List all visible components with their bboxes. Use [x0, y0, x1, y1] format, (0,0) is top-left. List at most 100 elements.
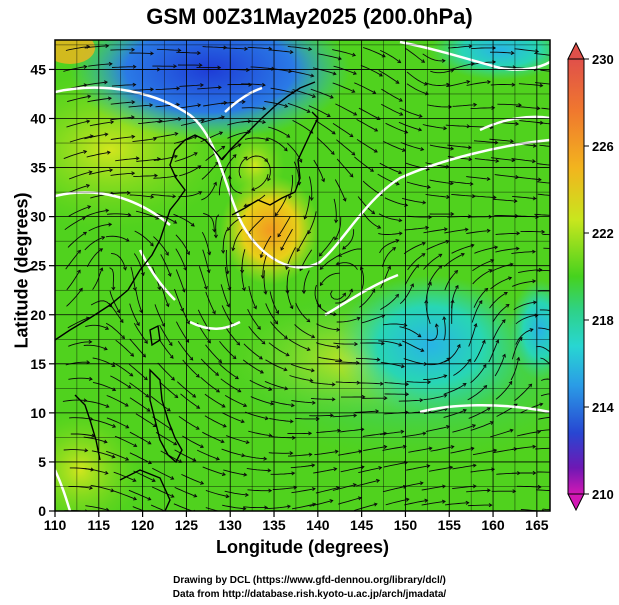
streamline [536, 346, 550, 353]
streamline [427, 324, 438, 342]
streamline [250, 396, 274, 405]
streamline-arrow [144, 339, 148, 344]
streamline [248, 326, 266, 345]
streamline [340, 428, 364, 433]
streamline [219, 363, 239, 380]
streamline-arrow [192, 457, 197, 462]
streamline [404, 264, 419, 285]
streamline [138, 120, 162, 125]
streamline-arrow [86, 360, 91, 365]
streamline [135, 289, 143, 313]
streamline [67, 317, 90, 329]
streamline-arrow [308, 47, 313, 52]
contour-line [55, 86, 550, 269]
streamline-arrow [398, 98, 403, 102]
streamline [422, 124, 447, 129]
streamline-arrow [133, 496, 138, 501]
streamline-arrow [234, 375, 239, 380]
streamline-arrow [379, 381, 384, 386]
streamline [430, 446, 454, 452]
streamline-arrow [135, 156, 140, 161]
y-tick-label: 25 [30, 258, 46, 274]
streamline-arrow [133, 443, 138, 448]
streamline [260, 235, 272, 258]
streamline-arrow [263, 456, 268, 461]
streamline [428, 466, 453, 472]
streamline-arrow [395, 80, 400, 84]
streamline-arrow [454, 269, 459, 274]
streamline [399, 283, 414, 305]
streamline-arrow [241, 99, 246, 104]
streamline-arrow [558, 123, 561, 126]
streamline-arrow [421, 59, 426, 63]
streamline-arrow [221, 472, 226, 477]
streamline [266, 505, 291, 510]
streamline [466, 81, 491, 86]
streamline [84, 45, 109, 49]
streamline-arrow [200, 480, 205, 485]
streamline-arrow [349, 133, 354, 138]
streamline [449, 180, 473, 185]
streamline [536, 181, 550, 184]
streamline [510, 357, 520, 381]
streamline [406, 381, 431, 383]
streamline [316, 342, 340, 348]
streamline-arrow [428, 281, 432, 286]
streamline [160, 450, 182, 463]
streamline [330, 290, 346, 300]
streamline-arrow [558, 164, 561, 167]
streamline [150, 504, 166, 511]
streamline [539, 309, 550, 311]
coastline-taiwan [149, 324, 161, 347]
streamline-arrow [197, 103, 202, 108]
streamline-arrow [556, 369, 559, 372]
streamline [316, 323, 340, 331]
streamline [495, 381, 513, 400]
streamline-arrow [560, 311, 563, 314]
streamline-arrow [373, 148, 378, 153]
streamline-arrow [311, 400, 316, 405]
streamline-arrow [426, 184, 431, 190]
streamline [175, 234, 190, 255]
streamline [430, 69, 454, 74]
streamline-arrow [173, 441, 178, 446]
streamline-arrow [404, 410, 409, 415]
streamline [316, 430, 341, 433]
streamline [154, 304, 165, 327]
streamline [539, 144, 550, 147]
streamline-arrow [140, 272, 145, 277]
streamline [452, 424, 476, 433]
streamline [426, 240, 449, 251]
streamline [512, 195, 536, 200]
streamline [109, 267, 114, 290]
streamline-arrow [232, 355, 237, 360]
streamline [178, 191, 202, 198]
streamline [361, 314, 385, 324]
streamline-arrow [512, 489, 517, 494]
streamline [110, 101, 135, 105]
streamline [221, 101, 245, 105]
streamline-arrow [443, 126, 448, 131]
streamline [247, 308, 261, 330]
streamline-arrow [105, 208, 110, 213]
streamline [490, 157, 515, 161]
streamline-arrow [150, 51, 154, 56]
streamline-arrow [564, 247, 567, 250]
streamline [540, 357, 550, 365]
streamline [443, 409, 467, 418]
streamline-arrow [243, 472, 248, 477]
streamline [340, 466, 365, 473]
streamline-arrow [173, 219, 178, 224]
streamline [232, 228, 243, 251]
streamline-arrow [99, 267, 104, 272]
streamline [425, 425, 450, 432]
streamline [269, 49, 293, 53]
streamline-arrow [103, 346, 108, 351]
streamline-arrow [259, 369, 264, 374]
streamline [403, 242, 426, 255]
streamline [450, 63, 475, 70]
streamline-arrow [99, 248, 104, 252]
streamline-arrow [331, 397, 336, 402]
streamline [535, 447, 550, 450]
streamline-arrow [562, 108, 565, 111]
